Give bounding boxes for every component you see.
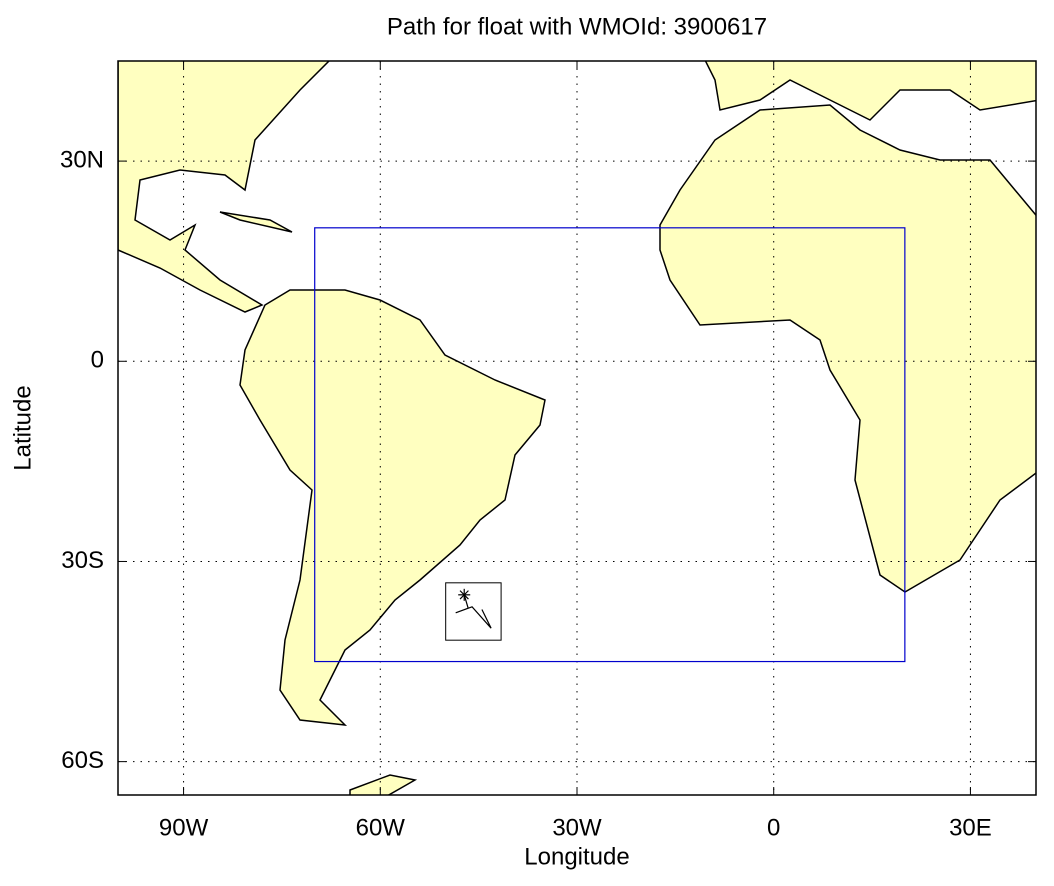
land bbox=[118, 61, 1036, 795]
y-tick-label: 60S bbox=[61, 747, 104, 774]
antarctic-peninsula bbox=[349, 774, 418, 795]
region-box bbox=[314, 227, 906, 663]
x-axis-label: Longitude bbox=[524, 843, 629, 870]
europe bbox=[704, 61, 1036, 121]
x-tick-label: 0 bbox=[767, 814, 780, 841]
north-america bbox=[118, 61, 331, 313]
cuba bbox=[219, 211, 293, 233]
x-tick-label: 60W bbox=[356, 814, 406, 841]
start-marker bbox=[458, 588, 471, 601]
path-frame bbox=[445, 582, 502, 641]
x-tick-label: 30E bbox=[949, 814, 992, 841]
y-axis-label: Latitude bbox=[9, 385, 36, 470]
y-tick-label: 30S bbox=[61, 547, 104, 574]
y-tick-label: 0 bbox=[91, 347, 104, 374]
africa bbox=[659, 104, 1036, 593]
map-title: Path for float with WMOId: 3900617 bbox=[387, 13, 767, 40]
x-tick-label: 30W bbox=[552, 814, 602, 841]
south-america bbox=[239, 289, 546, 726]
float-path bbox=[455, 594, 492, 629]
y-tick-label: 30N bbox=[60, 146, 104, 173]
x-tick-label: 90W bbox=[159, 814, 209, 841]
